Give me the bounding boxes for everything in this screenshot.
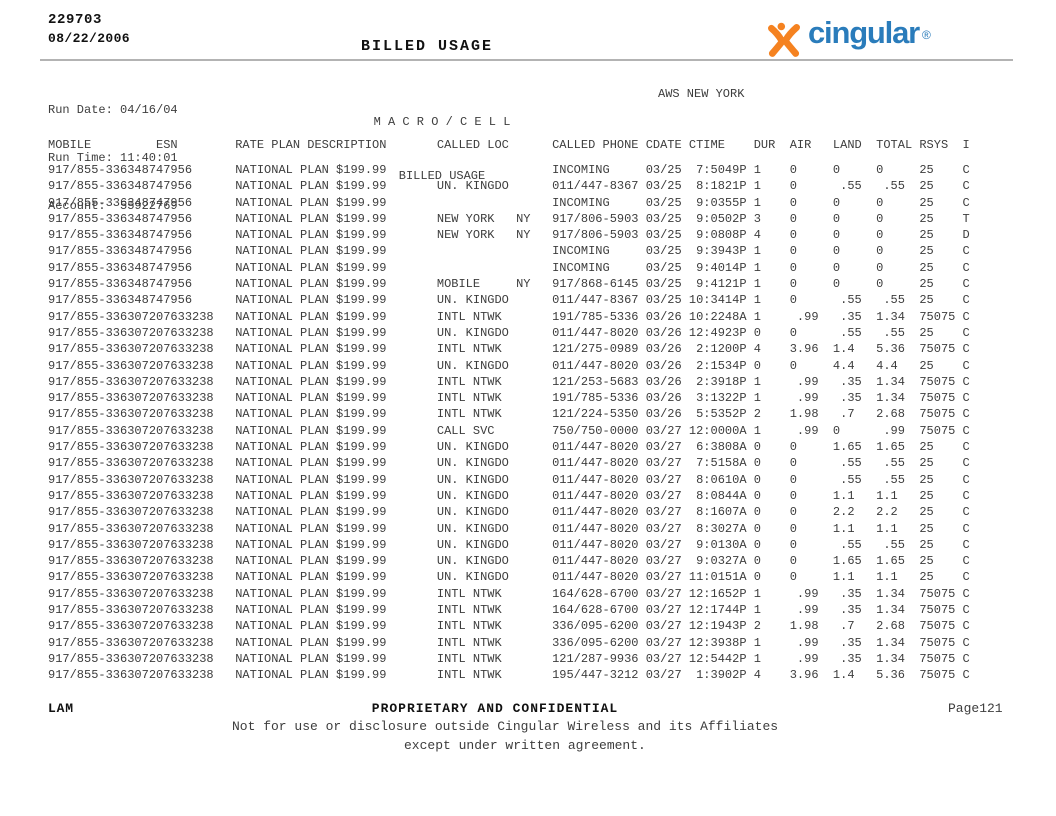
report-date: 08/22/2006: [48, 31, 131, 46]
table-row: 917/855-336348747956 NATIONAL PLAN $199.…: [48, 277, 970, 292]
footer-lam: LAM: [48, 701, 74, 716]
account-value: 55922769: [120, 199, 178, 213]
table-row: 917/855-336307207633238 NATIONAL PLAN $1…: [48, 342, 970, 357]
table-row: 917/855-336307207633238 NATIONAL PLAN $1…: [48, 325, 970, 340]
table-row: 917/855-336307207633238 NATIONAL PLAN $1…: [48, 554, 970, 569]
table-row: 917/855-336348747956 NATIONAL PLAN $199.…: [48, 293, 970, 308]
table-row: 917/855-336307207633238 NATIONAL PLAN $1…: [48, 488, 970, 503]
cingular-logo-text: cingular ®: [808, 15, 931, 50]
table-row: 917/855-336307207633238 NATIONAL PLAN $1…: [48, 521, 970, 536]
table-row: 917/855-336307207633238 NATIONAL PLAN $1…: [48, 440, 970, 455]
table-row: 917/855-336307207633238 NATIONAL PLAN $1…: [48, 374, 970, 389]
table-row: 917/855-336348747956 NATIONAL PLAN $199.…: [48, 179, 970, 194]
billed-usage-subtitle: BILLED USAGE: [398, 169, 486, 183]
report-number: 229703: [48, 12, 103, 28]
run-time-value: 11:40:01: [120, 151, 178, 165]
table-row: 917/855-336348747956 NATIONAL PLAN $199.…: [48, 260, 970, 275]
macro-cell-title: M A C R O / C E L L: [373, 115, 511, 129]
page-title: BILLED USAGE: [360, 38, 494, 55]
header-divider: [40, 59, 1013, 61]
table-row: 917/855-336307207633238 NATIONAL PLAN $1…: [48, 505, 970, 520]
table-row: 917/855-336307207633238 NATIONAL PLAN $1…: [48, 423, 970, 438]
run-time-label: Run Time:: [48, 151, 113, 165]
run-date-label: Run Date:: [48, 103, 113, 117]
account-label: Account:: [48, 199, 106, 213]
table-row: 917/855-336348747956 NATIONAL PLAN $199.…: [48, 211, 970, 226]
table-row: 917/855-336307207633238 NATIONAL PLAN $1…: [48, 309, 970, 324]
table-row: 917/855-336307207633238 NATIONAL PLAN $1…: [48, 472, 970, 487]
table-row: 917/855-336307207633238 NATIONAL PLAN $1…: [48, 570, 970, 585]
cingular-jack-icon: [768, 22, 800, 57]
table-row: 917/855-336348747956 NATIONAL PLAN $199.…: [48, 228, 970, 243]
table-row: 917/855-336307207633238 NATIONAL PLAN $1…: [48, 651, 970, 666]
account-row: Account: 55922769: [48, 198, 178, 214]
footer-disclosure-line: Not for use or disclosure outside Cingul…: [232, 719, 779, 734]
page-number: Page121: [948, 701, 1003, 716]
table-row: 917/855-336348747956 NATIONAL PLAN $199.…: [48, 244, 970, 259]
footer-confidential: PROPRIETARY AND CONFIDENTIAL: [371, 701, 619, 716]
jack-head: [777, 22, 786, 31]
table-row: 917/855-336348747956 NATIONAL PLAN $199.…: [48, 163, 970, 177]
table-row: 917/855-336307207633238 NATIONAL PLAN $1…: [48, 537, 970, 552]
table-row: 917/855-336307207633238 NATIONAL PLAN $1…: [48, 635, 970, 650]
table-row: 917/855-336307207633238 NATIONAL PLAN $1…: [48, 391, 970, 406]
table-row: 917/855-336307207633238 NATIONAL PLAN $1…: [48, 603, 970, 618]
table-row: 917/855-336348747956 NATIONAL PLAN $199.…: [48, 195, 970, 210]
table-row: 917/855-336307207633238 NATIONAL PLAN $1…: [48, 358, 970, 373]
run-info-block: Run Date: 04/16/04 Run Time: 11:40:01 Acco…: [48, 70, 178, 246]
table-row: 917/855-336307207633238 NATIONAL PLAN $1…: [48, 407, 970, 422]
run-date-value: 04/16/04: [120, 103, 178, 117]
usage-table: 917/855-336348747956 NATIONAL PLAN $199.…: [48, 162, 970, 684]
run-date-row: Run Date: 04/16/04: [48, 102, 178, 118]
cingular-logo: cingular ®: [766, 14, 931, 59]
footer-agreement-line: except under written agreement.: [404, 738, 646, 753]
registered-trademark-icon: ®: [921, 28, 931, 42]
run-time-row: Run Time: 11:40:01: [48, 150, 178, 166]
table-row: 917/855-336307207633238 NATIONAL PLAN $1…: [48, 586, 970, 601]
table-row: 917/855-336307207633238 NATIONAL PLAN $1…: [48, 456, 970, 471]
table-row: 917/855-336307207633238 NATIONAL PLAN $1…: [48, 619, 970, 634]
market-name: AWS NEW YORK: [658, 87, 745, 101]
table-row: 917/855-336307207633238 NATIONAL PLAN $1…: [48, 668, 970, 683]
report-center-heading: M A C R O / C E L L BILLED USAGE: [337, 77, 547, 221]
table-column-headers: MOBILE ESN RATE PLAN DESCRIPTION CALLED …: [48, 138, 970, 152]
